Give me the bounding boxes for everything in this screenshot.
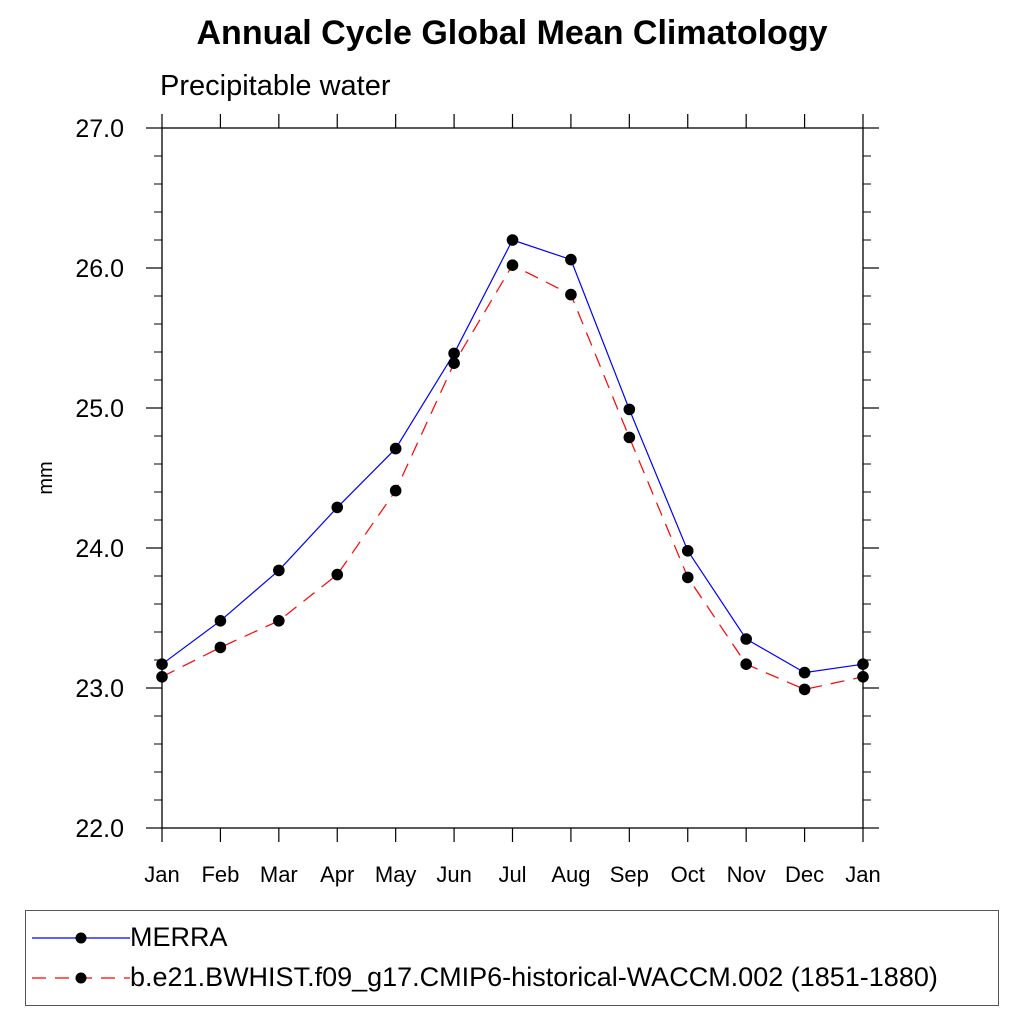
data-point-0-3: [331, 501, 344, 514]
data-point-1-11: [798, 683, 811, 696]
x-tick-label: Sep: [610, 862, 649, 887]
chart-title: Annual Cycle Global Mean Climatology: [196, 14, 828, 52]
x-tick-label: Oct: [671, 862, 705, 887]
data-point-0-10: [740, 633, 752, 645]
data-point-0-2: [273, 564, 285, 577]
legend-marker-waccm: [75, 972, 87, 984]
legend-marker-merra: [75, 932, 87, 944]
x-tick-label: Nov: [727, 862, 766, 887]
data-point-0-5: [448, 347, 460, 360]
legend-item-waccm: b.e21.BWHIST.f09_g17.CMIP6-historical-WA…: [26, 960, 998, 996]
data-point-1-4: [389, 484, 402, 497]
data-point-1-2: [273, 615, 285, 627]
x-tick-label: Jan: [144, 862, 179, 887]
x-tick-label: Dec: [785, 862, 824, 887]
data-point-0-1: [214, 615, 227, 627]
data-point-1-5: [448, 357, 460, 370]
x-tick-label: Jul: [498, 862, 526, 887]
data-point-1-7: [565, 288, 577, 301]
y-tick-label: 26.0: [75, 255, 124, 283]
legend-label-merra: MERRA: [130, 922, 228, 952]
series-line-0: [161, 239, 864, 674]
data-point-0-4: [389, 442, 402, 455]
data-point-1-6: [506, 259, 519, 272]
plot-frame: [161, 127, 864, 829]
x-tick-label: Jan: [845, 862, 880, 887]
y-tick-label: 25.0: [75, 395, 124, 423]
x-tick-label: Feb: [201, 862, 239, 887]
data-point-1-3: [331, 568, 344, 581]
data-point-1-12: [857, 671, 869, 683]
y-tick-label: 22.0: [75, 815, 124, 843]
y-tick-label: 24.0: [75, 535, 124, 563]
y-tick-label: 23.0: [75, 675, 124, 703]
data-point-1-8: [623, 431, 636, 444]
data-point-0-6: [506, 234, 519, 246]
data-point-0-8: [623, 403, 636, 416]
data-point-0-9: [681, 545, 694, 557]
y-tick-label: 27.0: [75, 115, 124, 143]
data-point-0-12: [857, 658, 869, 670]
x-tick-label: Mar: [260, 862, 298, 887]
x-tick-label: May: [375, 862, 417, 887]
legend-label-waccm: b.e21.BWHIST.f09_g17.CMIP6-historical-WA…: [130, 962, 938, 992]
x-tick-label: Apr: [320, 862, 354, 887]
data-point-0-7: [565, 253, 577, 266]
x-tick-label: Aug: [551, 862, 590, 887]
data-point-1-9: [681, 571, 694, 584]
plot-area: Jan Feb Mar Apr May Jun Jul Aug Sep Oct Nov Dec Jan 2…: [35, 114, 881, 887]
y-axis-label: mm: [35, 461, 57, 494]
data-point-1-0: [156, 671, 168, 683]
series-line-1: [161, 264, 864, 691]
data-point-1-10: [740, 658, 752, 670]
chart-subtitle: Precipitable water: [160, 70, 391, 102]
data-point-0-0: [156, 658, 168, 670]
data-point-0-11: [798, 666, 811, 679]
legend-item-merra: MERRA: [26, 920, 998, 956]
legend: MERRA b.e21.BWHIST.f09_g17.CMIP6-histori…: [25, 910, 999, 1006]
x-tick-label: Jun: [436, 862, 471, 887]
data-point-1-1: [214, 641, 227, 654]
